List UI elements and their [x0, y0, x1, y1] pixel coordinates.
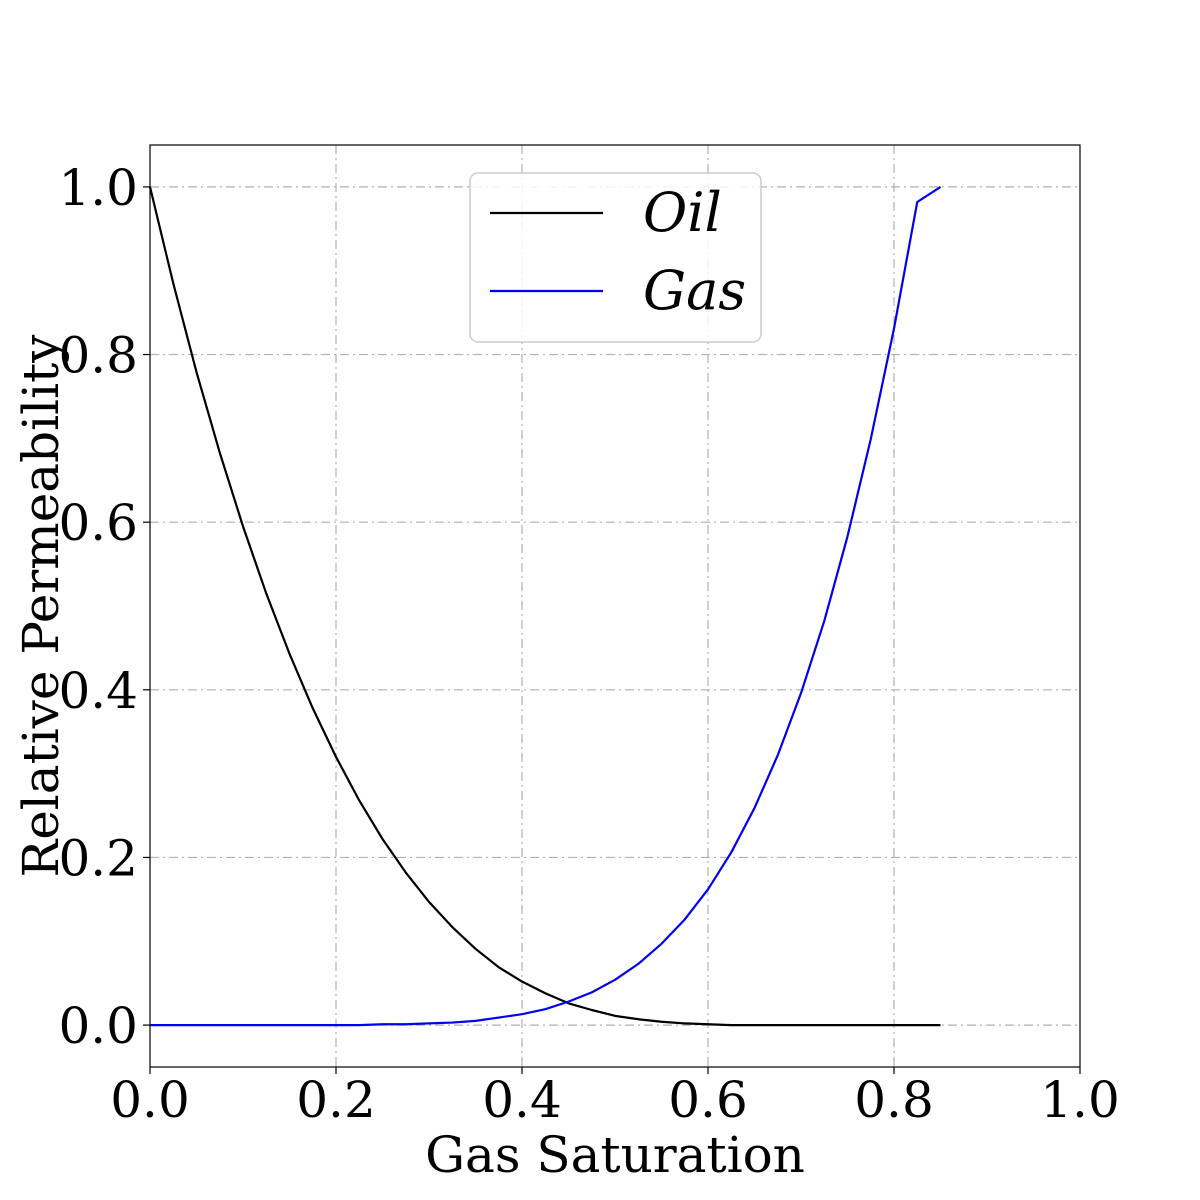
- y-tick-label-4: 0.8: [58, 327, 138, 385]
- y-axis-label: Relative Permeability: [12, 334, 70, 878]
- x-tick-label-4: 0.8: [854, 1071, 934, 1129]
- y-tick-label-1: 0.2: [58, 829, 138, 887]
- plot-frame: [149, 144, 1081, 1068]
- series-lines: [148, 185, 942, 1027]
- y-tick-label-0: 0.0: [58, 997, 138, 1055]
- x-axis-label: Gas Saturation: [425, 1126, 805, 1184]
- tick-labels: 0.0 0.2 0.4 0.6 0.8 1.0 0.0 0.2 0.4 0.6 0.8 1.0: [58, 159, 1119, 1129]
- y-tick-label-5: 1.0: [58, 159, 138, 217]
- series-line-gas: [150, 185, 942, 1027]
- x-tick-label-2: 0.4: [482, 1071, 562, 1129]
- legend-label-oil: Oil: [643, 181, 722, 244]
- y-tick-label-3: 0.6: [58, 494, 138, 552]
- x-tick-label-3: 0.6: [668, 1071, 748, 1129]
- legend-box: [469, 172, 762, 343]
- y-tick-label-2: 0.4: [58, 662, 138, 720]
- x-tick-label-5: 1.0: [1040, 1071, 1120, 1129]
- legend: Oil Gas: [469, 172, 762, 343]
- legend-label-gas: Gas: [643, 259, 746, 322]
- series-line-oil: [148, 186, 941, 1027]
- x-tick-label-1: 0.2: [296, 1071, 376, 1129]
- x-tick-label-0: 0.0: [110, 1071, 190, 1129]
